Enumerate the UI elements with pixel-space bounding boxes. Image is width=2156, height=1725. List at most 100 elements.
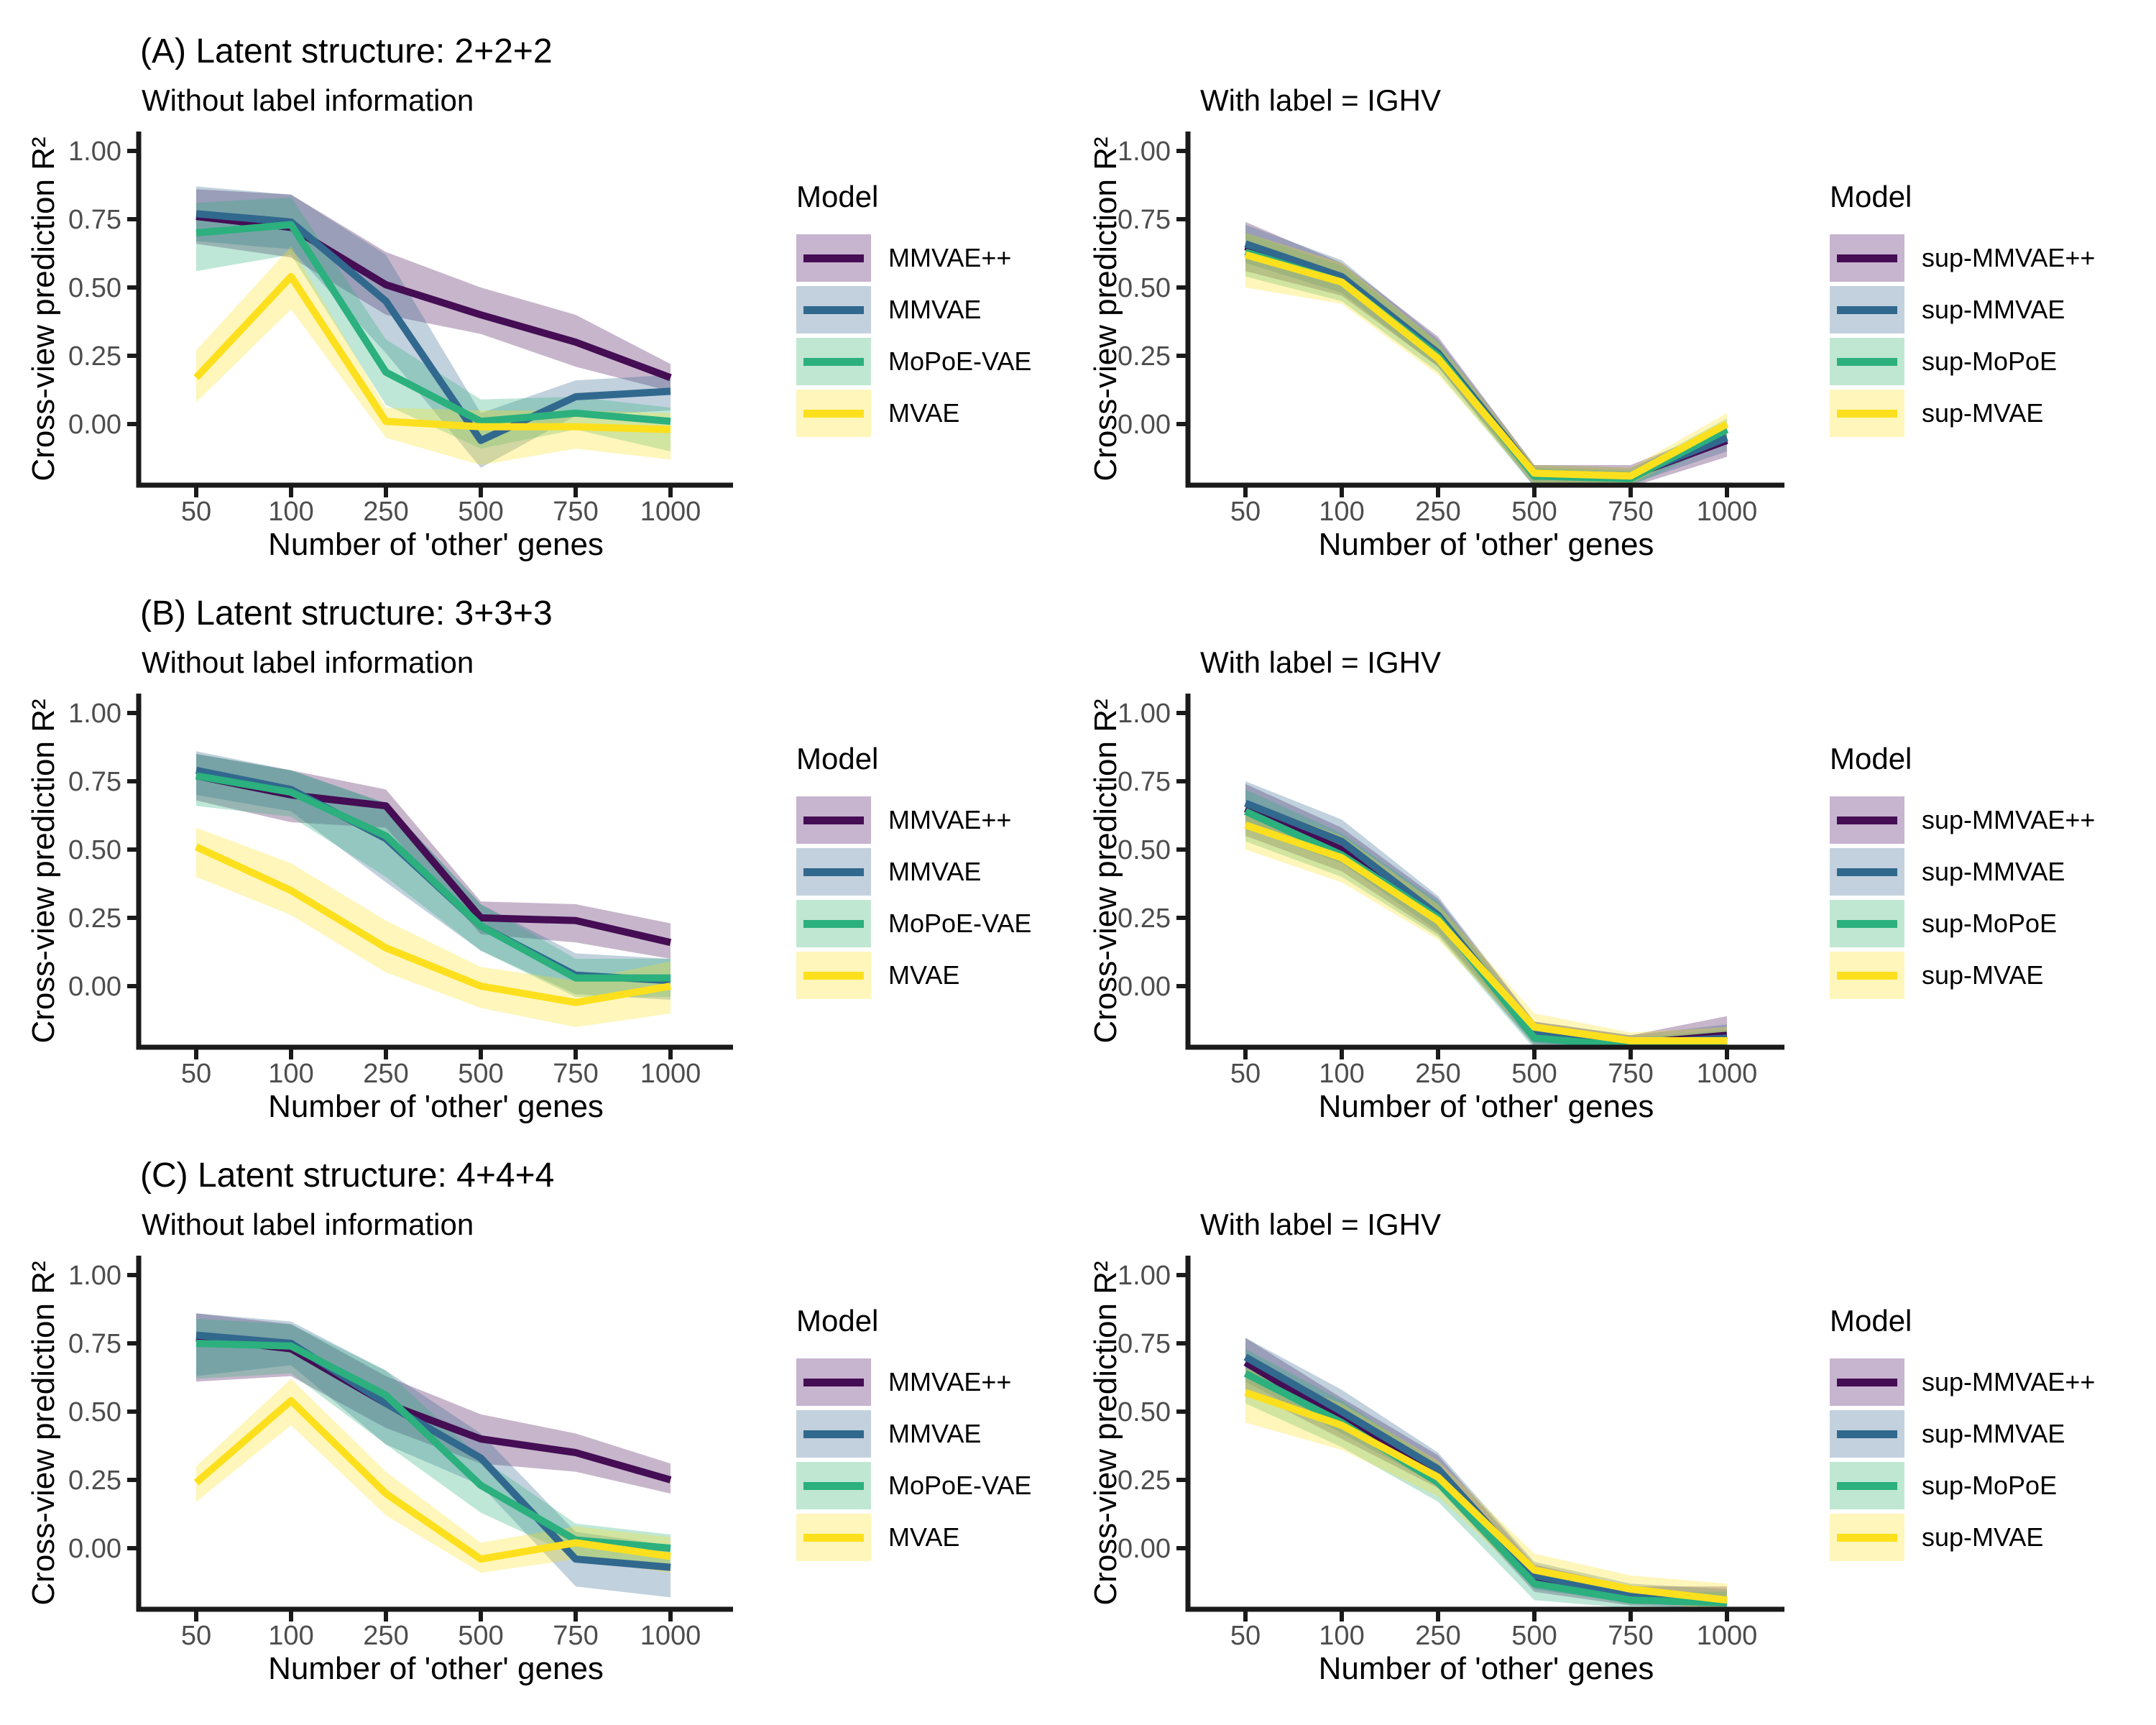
x-tick-label: 1000 bbox=[640, 1621, 701, 1651]
x-tick-label: 500 bbox=[1511, 497, 1557, 527]
x-tick-label: 100 bbox=[268, 1621, 313, 1651]
plot-area bbox=[193, 186, 672, 468]
ribbon-sup-MMVAE bbox=[1245, 781, 1727, 1047]
legend-swatch-MoPoE-VAE bbox=[796, 1462, 871, 1509]
legend-line-icon bbox=[1837, 816, 1897, 824]
chart-svg-c-left: 1.00 0.75 0.50 0.25 0.00 50 100 250 500 750 1000 Nu… bbox=[26, 1256, 733, 1686]
legend-line-icon bbox=[1837, 1430, 1897, 1438]
legend-swatch-MoPoE-VAE bbox=[796, 900, 871, 947]
y-tick-label: 0.25 bbox=[68, 903, 121, 934]
legend-item: MMVAE++ bbox=[796, 234, 1098, 282]
legend-line-icon bbox=[803, 920, 864, 928]
legend-swatch-MoPoE-VAE bbox=[796, 338, 871, 385]
legend-item: sup-MVAE bbox=[1830, 390, 2132, 437]
legend-item: sup-MoPoE bbox=[1830, 1462, 2132, 1509]
y-tick-label: 0.50 bbox=[68, 1397, 121, 1427]
chart-svg-b-right: 1.00 0.75 0.50 0.25 0.00 50 100 250 500 750 1000 Nu… bbox=[1088, 694, 1784, 1124]
legend-swatch-sup-MMVAE++ bbox=[1830, 796, 1904, 844]
ribbon-MoPoE-VAE bbox=[196, 754, 671, 998]
panel-c-right: 1.00 0.75 0.50 0.25 0.00 50 100 250 500 750 1000 Nu… bbox=[1078, 1124, 2156, 1699]
x-tick-label: 100 bbox=[268, 497, 313, 527]
y-tick-label: 0.75 bbox=[68, 205, 121, 235]
legend-line-icon bbox=[1837, 868, 1897, 876]
legend-swatch-sup-MVAE bbox=[1830, 390, 1904, 437]
legend-swatch-sup-MoPoE bbox=[1830, 900, 1904, 947]
y-tick-label: 1.00 bbox=[1118, 699, 1171, 729]
legend-label: MMVAE bbox=[888, 857, 982, 886]
panel-a-left: 1.00 0.75 0.50 0.25 0.00 50 100 250 500 750 1000 Nu… bbox=[0, 0, 1078, 575]
x-tick-label: 50 bbox=[181, 1621, 211, 1651]
series-line-MoPoE-VAE bbox=[195, 772, 671, 982]
panel-subtitle: With label = IGHV bbox=[1200, 1208, 1441, 1241]
x-axis-label: Number of 'other' genes bbox=[268, 527, 604, 562]
legend-item: sup-MMVAE++ bbox=[1830, 796, 2132, 844]
legend-title: Model bbox=[1830, 180, 1912, 213]
x-tick-label: 1000 bbox=[1697, 497, 1758, 527]
series-line-MMVAE bbox=[195, 1331, 671, 1571]
legend-line-icon bbox=[803, 1482, 864, 1490]
panel-a-right: 1.00 0.75 0.50 0.25 0.00 50 100 250 500 750 1000 Nu… bbox=[1078, 0, 2156, 575]
x-tick-label: 50 bbox=[1230, 497, 1261, 527]
legend-swatch-sup-MMVAE bbox=[1830, 286, 1904, 334]
legend-item: sup-MoPoE bbox=[1830, 338, 2132, 385]
legend: Model sup-MMVAE++ sup-MMVAE sup-MoPoE sup-M… bbox=[1830, 1304, 2132, 1565]
legend-label: sup-MMVAE++ bbox=[1922, 1367, 2096, 1397]
legend-items: sup-MMVAE++ sup-MMVAE sup-MoPoE sup-MVAE bbox=[1830, 796, 2132, 999]
legend-label: sup-MMVAE bbox=[1922, 1419, 2065, 1448]
y-tick-label: 0.75 bbox=[1118, 1329, 1171, 1359]
legend-label: MoPoE-VAE bbox=[888, 908, 1032, 938]
legend-line-icon bbox=[803, 972, 864, 980]
panel-c-left: 1.00 0.75 0.50 0.25 0.00 50 100 250 500 750 1000 Nu… bbox=[0, 1124, 1078, 1699]
x-tick-label: 250 bbox=[1415, 1059, 1460, 1089]
legend-line-icon bbox=[1837, 254, 1897, 262]
legend-line-icon bbox=[803, 254, 864, 262]
legend: Model MMVAE++ MMVAE MoPoE-VAE MVAE bbox=[796, 180, 1098, 441]
x-tick-label: 500 bbox=[458, 497, 503, 527]
x-tick-label: 250 bbox=[363, 1059, 408, 1089]
legend-item: MVAE bbox=[796, 1514, 1098, 1561]
legend-title: Model bbox=[796, 180, 879, 213]
plot-area bbox=[194, 751, 672, 1027]
legend-items: MMVAE++ MMVAE MoPoE-VAE MVAE bbox=[796, 234, 1098, 437]
legend-item: MVAE bbox=[796, 952, 1098, 999]
legend-label: MoPoE-VAE bbox=[888, 346, 1032, 376]
series-line-MVAE bbox=[194, 843, 671, 1006]
ribbon-sup-MMVAE bbox=[1245, 1338, 1727, 1609]
chart-svg-b-left: 1.00 0.75 0.50 0.25 0.00 50 100 250 500 750 1000 Nu… bbox=[26, 694, 733, 1124]
x-tick-label: 250 bbox=[1415, 1621, 1460, 1651]
y-axis-label: Cross-view prediction R² bbox=[1088, 137, 1123, 481]
legend-swatch-sup-MMVAE bbox=[1830, 848, 1904, 896]
ribbon-sup-MoPoE bbox=[1245, 789, 1727, 1047]
chart-svg-c-right: 1.00 0.75 0.50 0.25 0.00 50 100 250 500 750 1000 Nu… bbox=[1088, 1256, 1784, 1686]
legend-line-icon bbox=[1837, 972, 1897, 980]
x-tick-label: 100 bbox=[1319, 1059, 1364, 1089]
legend-line-icon bbox=[1837, 358, 1897, 366]
y-tick-label: 1.00 bbox=[1118, 137, 1171, 167]
x-axis-label: Number of 'other' genes bbox=[1319, 1651, 1654, 1686]
legend-swatch-sup-MoPoE bbox=[1830, 338, 1904, 385]
x-tick-label: 500 bbox=[458, 1059, 503, 1089]
legend-label: sup-MMVAE++ bbox=[1922, 243, 2096, 272]
legend-label: MMVAE++ bbox=[888, 1367, 1012, 1397]
y-axis-label: Cross-view prediction R² bbox=[26, 137, 61, 481]
legend-swatch-sup-MMVAE++ bbox=[1830, 1358, 1904, 1406]
legend-swatch-MMVAE bbox=[796, 1410, 871, 1458]
series-line-sup-MVAE bbox=[1244, 1389, 1728, 1604]
y-tick-label: 0.00 bbox=[1118, 972, 1171, 1002]
y-tick-label: 0.00 bbox=[1118, 1534, 1171, 1564]
y-tick-label: 0.00 bbox=[68, 410, 121, 440]
legend-line-icon bbox=[1837, 1379, 1897, 1386]
y-axis-label: Cross-view prediction R² bbox=[26, 699, 61, 1043]
panel-subtitle: Without label information bbox=[142, 1208, 474, 1241]
legend-title: Model bbox=[796, 742, 879, 776]
legend-item: sup-MVAE bbox=[1830, 1514, 2132, 1561]
legend-items: sup-MMVAE++ sup-MMVAE sup-MoPoE sup-MVAE bbox=[1830, 1358, 2132, 1561]
legend-item: MoPoE-VAE bbox=[796, 1462, 1098, 1509]
y-tick-label: 0.50 bbox=[1118, 835, 1171, 865]
series-line-MVAE bbox=[193, 1397, 671, 1563]
panel-b-left: 1.00 0.75 0.50 0.25 0.00 50 100 250 500 750 1000 Nu… bbox=[0, 562, 1078, 1137]
legend-swatch-sup-MMVAE++ bbox=[1830, 234, 1904, 282]
legend-items: sup-MMVAE++ sup-MMVAE sup-MoPoE sup-MVAE bbox=[1830, 234, 2132, 437]
legend-label: sup-MVAE bbox=[1922, 960, 2044, 990]
legend-swatch-MMVAE++ bbox=[796, 1358, 871, 1406]
